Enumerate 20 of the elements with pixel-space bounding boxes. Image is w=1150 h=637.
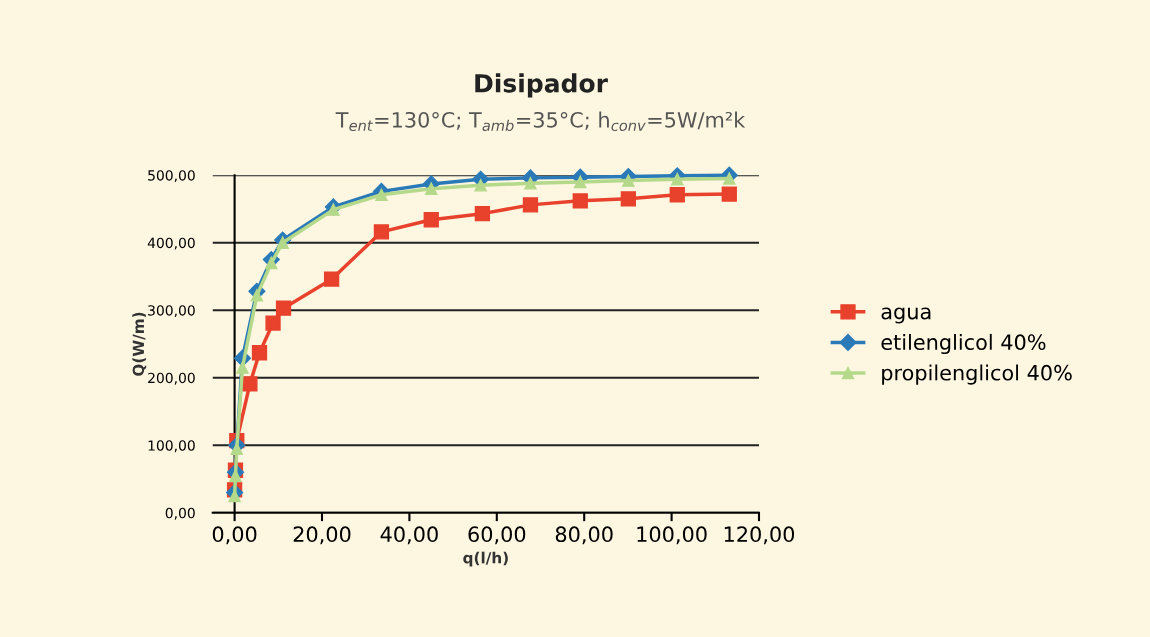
x-tick-label: 60,00 — [468, 526, 526, 545]
x-tick-label: 120,00 — [724, 526, 795, 545]
x-tick-label: 80,00 — [555, 526, 613, 545]
legend-label: agua — [881, 307, 931, 324]
x-tick-label: 40,00 — [380, 526, 438, 545]
legend-label: propilenglicol 40% — [882, 364, 1072, 385]
y-tick-label: 100,00 — [148, 440, 195, 453]
x-tick-label: 20,00 — [293, 526, 351, 545]
y-tick-label: 400,00 — [147, 237, 195, 250]
legend-label: etilenglicol 40% — [881, 333, 1046, 355]
chart-title: Disipador — [475, 73, 608, 98]
y-axis-title: Q(W/m) — [132, 312, 147, 376]
y-tick-label: 0,00 — [165, 507, 195, 520]
x-tick-label: 0,00 — [212, 526, 257, 545]
x-axis-title: q(l/h) — [463, 551, 508, 567]
chart-subtitle: T$_{ent}$=130°C; T$_{amb}$=35°C; h$_{conv}$=5W/m²k — [335, 111, 746, 132]
y-tick-label: 300,00 — [148, 305, 195, 318]
x-tick-label: 100,00 — [637, 526, 707, 545]
y-tick-label: 200,00 — [148, 372, 195, 385]
y-tick-label: 500,00 — [148, 170, 195, 183]
